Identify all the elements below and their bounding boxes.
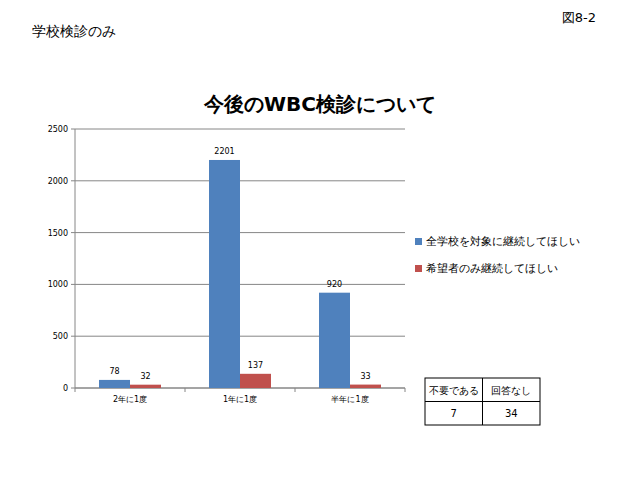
y-tick-label: 500 [53,332,68,341]
table-header: 回答なし [491,385,531,396]
y-axis [75,129,76,388]
chart-container: 学校検診のみ 図8-2 今後のWBC検診について 0 500 1000 1500 2000 25… [0,0,640,480]
table-frame [425,378,540,425]
y-tick [71,284,75,285]
legend-swatch [415,238,422,245]
y-tick-label: 1000 [48,280,68,289]
chart-svg: 学校検診のみ 図8-2 今後のWBC検診について 0 500 1000 1500 2000 25… [0,0,640,480]
table-row-line [425,401,540,402]
y-tick-label: 2000 [48,177,68,186]
legend-label: 希望者のみ継続してほしい [426,262,558,275]
y-tick [71,129,75,130]
y-tick [71,388,75,389]
legend-swatch [415,265,422,272]
bar [319,293,350,388]
x-tick-label: 2年に1度 [113,395,147,404]
y-tick [71,336,75,337]
bar [99,380,130,388]
data-label: 920 [327,280,342,289]
data-label: 32 [140,372,150,381]
x-tick [75,388,76,392]
bars [99,160,381,388]
bar [350,385,381,388]
x-tick [295,388,296,392]
x-tick [405,388,406,392]
grid-line [75,129,405,130]
y-tick-label: 2500 [48,125,68,134]
data-label: 137 [248,361,263,370]
x-tick [185,388,186,392]
data-label: 78 [109,367,119,376]
y-tick-label: 1500 [48,229,68,238]
y-tick [71,232,75,233]
chart-title: 今後のWBC検診について [203,92,436,116]
x-tick-label: 半年に1度 [331,395,368,404]
table-cell: 7 [451,408,457,419]
table-header: 不要である [429,385,479,396]
data-label: 33 [360,372,370,381]
figure-label: 図8-2 [562,10,596,25]
bar [240,374,271,388]
bar [209,160,240,388]
x-tick-label: 1年に1度 [223,395,257,404]
legend-label: 全学校を対象に継続してほしい [426,235,580,248]
data-label: 2201 [214,147,234,156]
y-tick-label: 0 [63,384,68,393]
page-note: 学校検診のみ [32,23,116,39]
bar [130,385,161,388]
y-tick [71,180,75,181]
table-cell: 34 [505,408,518,419]
